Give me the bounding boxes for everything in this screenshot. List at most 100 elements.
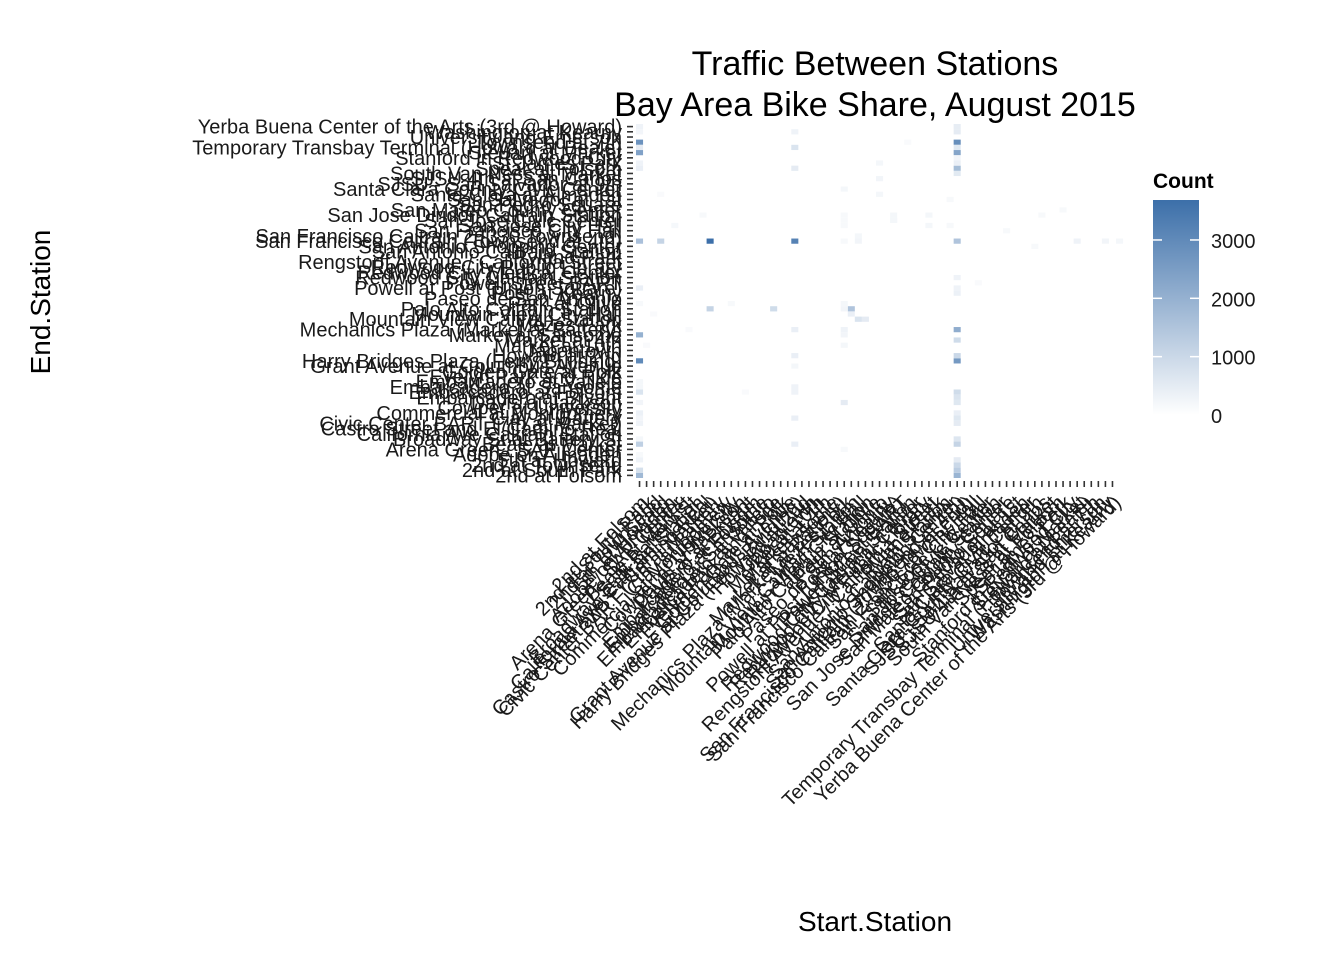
heatmap-cell [1038, 213, 1045, 218]
heatmap-cell [954, 337, 961, 342]
heatmap-cell [636, 301, 643, 306]
heatmap-cell [636, 145, 643, 150]
heatmap-cell [954, 416, 961, 421]
heatmap-cell [890, 213, 897, 218]
heatmap-cell [650, 311, 657, 316]
heatmap-cell [636, 457, 643, 462]
heatmap-cell [742, 390, 749, 395]
heatmap-cell [954, 166, 961, 171]
heatmap-cell [954, 145, 961, 150]
heatmap-cell [954, 275, 961, 280]
heatmap-cell [791, 166, 798, 171]
heatmap-cell [954, 400, 961, 405]
heatmap-cell [890, 218, 897, 223]
heatmap-cell [876, 160, 883, 165]
x-axis-ticks [640, 481, 1113, 487]
heatmap-cell [636, 400, 643, 405]
heatmap-cell [954, 462, 961, 467]
heatmap-cell [1003, 228, 1010, 233]
heatmap-cell [954, 140, 961, 145]
heatmap-cell [841, 400, 848, 405]
heatmap-cell [636, 410, 643, 415]
heatmap-cell [685, 327, 692, 332]
heatmap-cell [707, 306, 714, 311]
heatmap-cell [1074, 239, 1081, 244]
heatmap-cell [848, 311, 855, 316]
heatmap-cell [1060, 207, 1067, 212]
legend-tick-label: 2000 [1211, 289, 1256, 311]
heatmap-cell [636, 166, 643, 171]
heatmap-cell [636, 452, 643, 457]
heatmap-cell [657, 192, 664, 197]
heatmap-cell [954, 285, 961, 290]
heatmap-cell [954, 436, 961, 441]
heatmap-cell [636, 379, 643, 384]
x-axis-title: Start.Station [798, 906, 952, 937]
heatmap-cell [904, 140, 911, 145]
chart-subtitle: Bay Area Bike Share, August 2015 [614, 86, 1136, 124]
heatmap-cell [954, 160, 961, 165]
heatmap-cell [841, 447, 848, 452]
heatmap-cell [657, 239, 664, 244]
heatmap-cell [954, 395, 961, 400]
heatmap-cell [848, 306, 855, 311]
heatmap-cell [636, 129, 643, 134]
heatmap-cell [841, 186, 848, 191]
heatmap-cell [954, 155, 961, 160]
heatmap-cell [876, 192, 883, 197]
heatmap-cell [636, 442, 643, 447]
heatmap-cell [636, 416, 643, 421]
heatmap-cell [954, 468, 961, 473]
heatmap-cell [791, 363, 798, 368]
heatmap-cell [636, 390, 643, 395]
heatmap-cell [636, 239, 643, 244]
heatmap-cell [770, 306, 777, 311]
heatmap-cell [671, 223, 678, 228]
heatmap-cell [1031, 244, 1038, 249]
heatmap-cell [954, 442, 961, 447]
heatmap-cell [643, 343, 650, 348]
legend-tick-label: 0 [1211, 406, 1222, 428]
heatmap-cell [636, 124, 643, 129]
heatmap-cell [791, 416, 798, 421]
legend-colorbar [1153, 200, 1199, 415]
heatmap-cell [841, 301, 848, 306]
heatmap-cell [636, 358, 643, 363]
heatmap-cell [954, 124, 961, 129]
heatmap-cell [954, 390, 961, 395]
heatmap-cell [855, 239, 862, 244]
legend-tick-label: 3000 [1211, 231, 1256, 253]
heatmap-cell [841, 327, 848, 332]
heatmap-cell [954, 129, 961, 134]
heatmap-cell [636, 436, 643, 441]
heatmap-cell [791, 129, 798, 134]
heatmap-cell [954, 421, 961, 426]
heatmap-cell [636, 473, 643, 478]
color-legend: Count 0 1000 2000 3000 [1153, 170, 1256, 428]
heatmap-cell [947, 223, 954, 228]
heatmap-cell [954, 473, 961, 478]
heatmap-cell [954, 291, 961, 296]
heatmap-cell [707, 239, 714, 244]
heatmap-cell [791, 390, 798, 395]
y-axis-title: End.Station [25, 230, 56, 375]
heatmap-cell [636, 332, 643, 337]
legend-title: Count [1153, 170, 1214, 193]
heatmap-cell [841, 213, 848, 218]
heatmap-cell [791, 327, 798, 332]
heatmap-cell [636, 150, 643, 155]
heatmap-cell [954, 327, 961, 332]
heatmap-cell [954, 457, 961, 462]
heatmap-cell [954, 239, 961, 244]
heatmap-cell [855, 233, 862, 238]
heatmap-cell [636, 160, 643, 165]
heatmap-cell [975, 280, 982, 285]
heatmap-cell [636, 421, 643, 426]
heatmap-cell [954, 410, 961, 415]
heatmap-cell [947, 197, 954, 202]
chart-title: Traffic Between Stations [692, 45, 1059, 83]
heatmap-cell [954, 171, 961, 176]
heatmap-cell [954, 353, 961, 358]
